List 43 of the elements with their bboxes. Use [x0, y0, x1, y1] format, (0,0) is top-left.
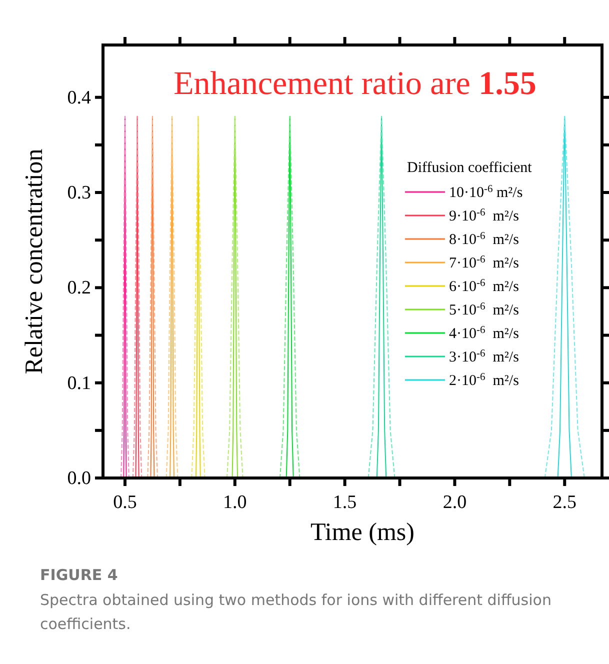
legend-label: 8·10$^{-6}$ m²/s — [449, 230, 520, 248]
line-series — [147, 116, 158, 478]
x-axis-title: Time (ms) — [310, 519, 414, 546]
line-series — [232, 116, 238, 478]
legend-label: 2·10$^{-6}$ m²/s — [449, 372, 520, 389]
legend-label: 9·10$^{-6}$ m²/s — [449, 207, 520, 224]
line-series — [150, 116, 155, 478]
x-tick-label: 1.0 — [223, 492, 247, 513]
line-series — [132, 116, 142, 478]
line-series — [135, 116, 140, 478]
legend-label: 5·10$^{-6}$ m²/s — [449, 301, 520, 318]
y-tick-label: 0.0 — [67, 468, 91, 489]
line-series — [368, 116, 396, 478]
line-series — [544, 116, 585, 478]
x-tick-label: 0.5 — [113, 492, 137, 513]
legend-label: 3·10$^{-6}$ m²/s — [449, 348, 520, 366]
legend-label: 4·10$^{-6}$ m²/s — [449, 324, 520, 342]
line-series — [170, 116, 175, 478]
y-tick-label: 0.2 — [67, 278, 91, 299]
legend-label: 10·10$^{-6}$ m²/s — [449, 184, 523, 201]
x-tick-label: 1.5 — [332, 492, 357, 513]
y-tick-label: 0.3 — [67, 182, 91, 204]
text: Spectra obtained using two methods for ions with different diffusion coefficients. — [40, 590, 552, 635]
line-series — [195, 116, 201, 478]
x-tick-label: 2.0 — [442, 492, 467, 513]
caption: FIGURE 4 — [40, 566, 118, 584]
line-series — [120, 116, 130, 478]
y-tick-label: 0.4 — [67, 87, 92, 108]
annotation: Enhancement ratio are 1.55 — [174, 66, 536, 102]
legend-title: Diffusion coefficient — [407, 160, 533, 176]
y-axis-title: Relative concentration — [21, 148, 48, 374]
legend-label: 6·10$^{-6}$ m²/s — [449, 278, 520, 295]
line-series — [123, 116, 127, 478]
line-series — [279, 116, 300, 478]
line-series — [191, 116, 206, 478]
line-series — [557, 116, 572, 478]
line-series — [286, 116, 294, 478]
legend-label: 7·10$^{-6}$ m²/s — [449, 254, 520, 272]
x-tick-label: 2.5 — [552, 492, 577, 513]
line-series — [166, 116, 178, 478]
line-series — [376, 116, 387, 478]
line-series — [226, 116, 244, 478]
y-tick-label: 0.1 — [67, 372, 91, 394]
